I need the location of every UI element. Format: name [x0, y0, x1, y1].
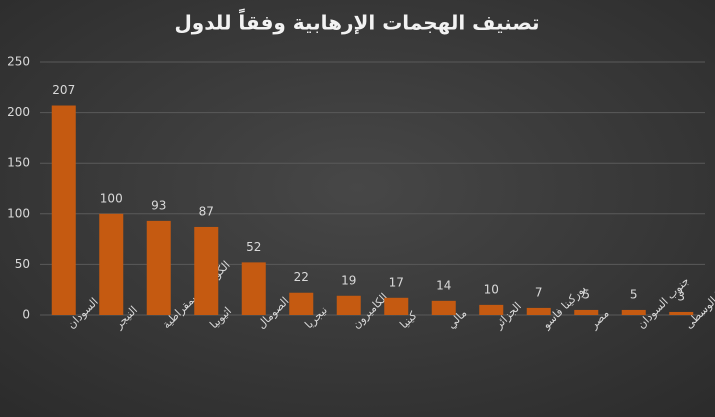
y-tick-label: 250	[7, 55, 30, 69]
data-label: 93	[151, 198, 166, 212]
data-label: 14	[436, 278, 451, 292]
data-label: 7	[535, 285, 543, 299]
bar	[669, 311, 694, 315]
data-label: 100	[100, 191, 123, 205]
data-label: 5	[582, 287, 590, 301]
y-tick-label: 0	[22, 308, 30, 322]
y-tick-label: 200	[7, 105, 30, 119]
chart-title: تصنيف الهجمات الإرهابية وفقاً للدول	[174, 8, 539, 34]
data-label: 52	[246, 240, 261, 254]
bar	[431, 300, 456, 315]
data-label: 10	[484, 282, 499, 296]
bar	[241, 262, 266, 315]
bar	[384, 297, 409, 315]
data-label: 22	[294, 270, 309, 284]
bar	[289, 292, 314, 315]
y-tick-label: 150	[7, 156, 30, 170]
bar	[621, 309, 646, 315]
bar	[146, 220, 171, 315]
bar	[336, 295, 361, 315]
data-label: 87	[199, 204, 214, 218]
bar	[479, 304, 504, 315]
bar	[51, 105, 76, 316]
y-tick-label: 50	[15, 257, 30, 271]
y-tick-label: 100	[7, 206, 30, 220]
data-label: 19	[341, 273, 356, 287]
bar	[574, 309, 599, 315]
bar	[526, 307, 551, 315]
data-label: 5	[630, 287, 638, 301]
data-label: 17	[389, 275, 404, 289]
bar	[194, 226, 219, 315]
data-label: 207	[52, 83, 75, 97]
bar	[99, 213, 124, 315]
data-label: 3	[677, 289, 685, 303]
